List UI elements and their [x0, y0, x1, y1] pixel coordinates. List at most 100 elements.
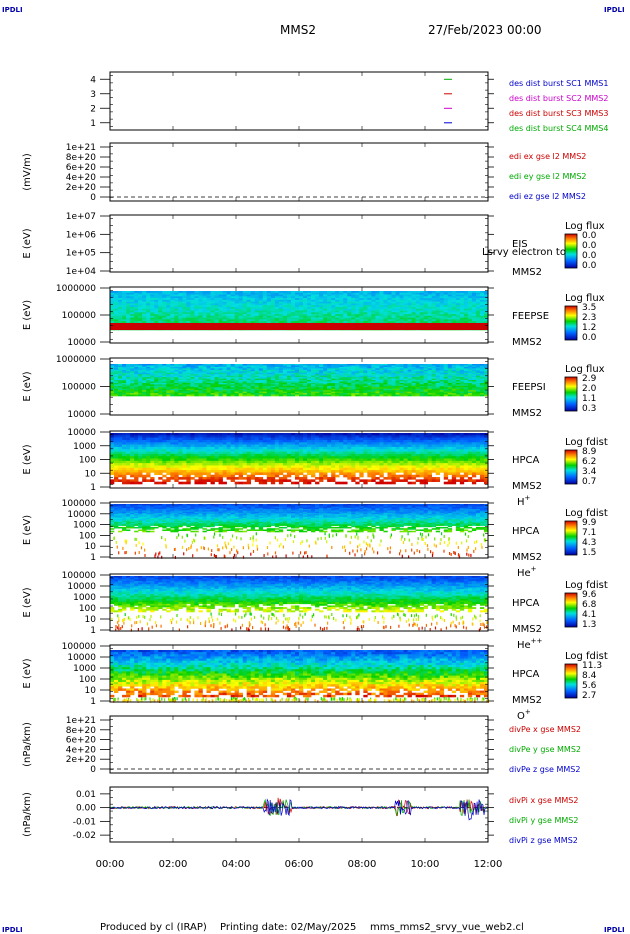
y-tick-label: 10000 — [67, 410, 96, 420]
colorbar-tick: 9.6 — [582, 590, 597, 600]
colorbar-tick: 3.5 — [582, 303, 596, 313]
y-axis-label: (mV/m) — [22, 153, 33, 191]
y-axis-label: E (eV) — [22, 228, 33, 258]
y-tick-label: 1000 — [73, 593, 96, 603]
y-axis-label: E (eV) — [22, 515, 33, 545]
spacecraft-label: MMS2 — [512, 552, 542, 563]
spectrogram-hpca_hepp — [110, 576, 489, 632]
colorbar-title: Log flux — [565, 221, 605, 232]
y-tick-label: 2e+20 — [66, 755, 97, 765]
time-tick-label: 02:00 — [159, 859, 188, 870]
colorbar-feepse — [564, 305, 578, 341]
panel-divpe: divPe x gse MMS2 divPe y gse MMS2 divPe z … — [22, 715, 581, 775]
y-tick-label: -0.01 — [73, 817, 96, 827]
colorbar-tick: 1.3 — [582, 620, 596, 630]
colorbar-tick: 3.4 — [582, 467, 597, 477]
species-charge: ++ — [531, 637, 543, 645]
y-tick-label: 6e+20 — [66, 736, 97, 746]
panel-hpca_hepp: Log fdist9.66.84.11.3HPCAMMS2He++1000001… — [22, 571, 608, 651]
colorbar-tick: 0.0 — [582, 261, 597, 271]
species-charge: + — [531, 565, 537, 573]
colorbar-hpca_he — [564, 520, 578, 556]
species-label: He+ — [517, 565, 537, 579]
y-tick-label: 100000 — [62, 571, 97, 581]
panel-hpca_o: Log fdist11.38.45.62.7HPCAMMS2O+10000010… — [22, 642, 608, 722]
spectrogram-feepse — [110, 291, 489, 331]
legend-entry: divPe z gse MMS2 — [509, 765, 580, 774]
y-tick-label: 10000 — [67, 428, 96, 438]
y-tick-label: 100 — [79, 531, 96, 541]
spacecraft-label: MMS2 — [512, 337, 542, 348]
colorbar-tick: 0.0 — [582, 251, 597, 261]
legend-entry: divPe x gse MMS2 — [509, 725, 581, 734]
y-tick-label: 0.00 — [76, 804, 96, 814]
overlay-text: Lsrvy electron to — [482, 247, 566, 258]
y-tick-label: 1e+21 — [66, 716, 96, 726]
colorbar-title: Log flux — [565, 293, 605, 304]
y-axis-label: (nPa/km) — [22, 722, 33, 767]
footer-filename: mms_mms2_srvy_vue_web2.cl — [370, 922, 524, 933]
colorbar-tick: 9.9 — [582, 518, 597, 528]
colorbar-tick: 7.1 — [582, 528, 596, 538]
spacecraft-label: MMS2 — [512, 408, 542, 419]
colorbar-tick: 2.9 — [582, 374, 597, 384]
divpi-series-1 — [109, 798, 489, 817]
y-tick-label: 10000 — [67, 338, 96, 348]
species-charge: + — [525, 708, 531, 716]
logo-top-right: IPDLI — [604, 6, 625, 14]
y-tick-label: 1000 — [73, 664, 96, 674]
panel-frame — [109, 142, 489, 202]
y-tick-label: 1e+21 — [66, 143, 96, 153]
panel-hpca_he: Log fdist9.97.14.31.5HPCAMMS2He+10000010… — [22, 499, 608, 579]
y-tick-label: 1 — [90, 553, 96, 563]
y-tick-label: 1000 — [73, 442, 96, 452]
colorbar-tick: 2.3 — [582, 313, 596, 323]
y-tick-label: 10 — [85, 686, 97, 696]
spectrogram-hpca_o — [110, 650, 490, 703]
colorbar-tick: 2.7 — [582, 691, 596, 701]
spacecraft-label: MMS2 — [512, 267, 542, 278]
colorbar-tick: 2.0 — [582, 384, 597, 394]
y-tick-label: 100000 — [62, 383, 97, 393]
logo-bottom-left: IPDLI — [2, 926, 23, 934]
colorbar-tick: 5.6 — [582, 681, 597, 691]
y-axis-label: E (eV) — [22, 587, 33, 617]
y-tick-label: 100 — [79, 456, 96, 466]
panel-frame — [109, 715, 489, 774]
spectrogram-hpca_he — [110, 504, 489, 559]
feepse-red-band — [110, 323, 488, 330]
legend-entry: des dist burst SC3 MMS3 — [509, 109, 608, 118]
time-tick-label: 06:00 — [285, 859, 314, 870]
spectrogram-feepsi — [110, 364, 489, 397]
species-label: O+ — [517, 708, 531, 722]
logo-bottom-right: IPDLI — [604, 926, 625, 934]
y-tick-label: 1e+06 — [66, 230, 97, 240]
y-tick-label: 1000 — [73, 521, 96, 531]
legend-entry: edi ey gse l2 MMS2 — [509, 172, 587, 181]
time-tick-label: 00:00 — [96, 859, 125, 870]
y-tick-label: 1 — [90, 119, 96, 129]
instrument-label: HPCA — [512, 455, 540, 466]
y-tick-label: 1e+04 — [66, 267, 97, 277]
y-tick-label: 100 — [79, 675, 96, 685]
y-tick-label: 8e+20 — [66, 726, 97, 736]
colorbar-feepsi — [564, 376, 578, 412]
colorbar-tick: 8.9 — [582, 447, 597, 457]
y-tick-label: 4e+20 — [66, 173, 97, 183]
y-tick-label: 10 — [85, 469, 97, 479]
spacecraft-label: MMS2 — [512, 695, 542, 706]
colorbar-tick: 0.0 — [582, 241, 597, 251]
y-tick-label: 0 — [90, 765, 96, 775]
colorbar-tick: 0.0 — [582, 231, 597, 241]
spectrogram-hpca_h — [110, 433, 489, 485]
y-tick-label: 3 — [90, 90, 96, 100]
colorbar-tick: 4.3 — [582, 538, 596, 548]
species-label: He++ — [517, 637, 543, 651]
y-tick-label: 2e+20 — [66, 183, 97, 193]
legend-entry: des dist burst SC2 MMS2 — [509, 94, 608, 103]
colorbar-tick: 1.2 — [582, 323, 596, 333]
spacecraft-title: MMS2 — [280, 23, 316, 37]
panel-frame — [109, 71, 489, 131]
